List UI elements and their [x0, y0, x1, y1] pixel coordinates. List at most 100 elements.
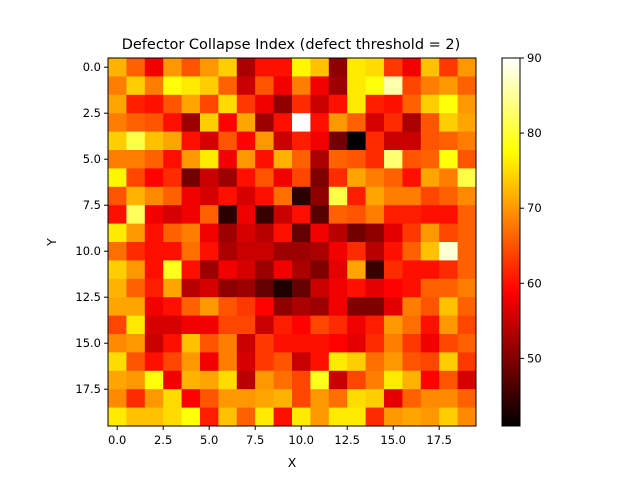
heatmap-cell: [292, 131, 311, 151]
heatmap-cell: [328, 334, 348, 353]
heatmap-cell: [255, 205, 274, 224]
heatmap-cell: [420, 150, 440, 169]
heatmap-cell: [255, 352, 274, 372]
heatmap-cell: [384, 223, 403, 243]
heatmap-cell: [200, 334, 219, 353]
heatmap-cell: [420, 94, 440, 114]
heatmap-cell: [181, 94, 201, 114]
heatmap-cell: [457, 113, 477, 132]
heatmap-cell: [365, 278, 385, 298]
heatmap-cell: [273, 223, 293, 243]
heatmap-cell: [384, 407, 403, 427]
heatmap-cell: [347, 186, 366, 206]
heatmap-cell: [402, 223, 422, 243]
heatmap-cell: [218, 223, 238, 243]
heatmap-cell: [236, 334, 256, 353]
heatmap-cell: [108, 315, 127, 335]
heatmap-cell: [328, 297, 348, 316]
heatmap-cell: [420, 168, 440, 188]
heatmap-cell: [439, 389, 458, 408]
heatmap-cell: [200, 168, 219, 188]
heatmap-cell: [328, 389, 348, 408]
heatmap-cell: [402, 131, 422, 151]
heatmap-cell: [439, 58, 458, 77]
heatmap-cell: [108, 94, 127, 114]
heatmap-cell: [163, 334, 182, 353]
heatmap-cell: [328, 186, 348, 206]
heatmap-cell: [347, 150, 366, 169]
heatmap-cell: [402, 389, 422, 408]
heatmap-cell: [236, 150, 256, 169]
heatmap-cell: [328, 94, 348, 114]
heatmap-cell: [457, 370, 477, 390]
heatmap-cell: [236, 352, 256, 372]
heatmap-cell: [218, 407, 238, 427]
heatmap-cell: [200, 113, 219, 132]
heatmap-cell: [292, 76, 311, 96]
heatmap-cell: [163, 131, 182, 151]
heatmap-cell: [420, 278, 440, 298]
heatmap-cell: [384, 278, 403, 298]
heatmap-cell: [144, 242, 164, 261]
heatmap-cell: [310, 297, 330, 316]
heatmap-cell: [218, 370, 238, 390]
heatmap-cell: [255, 76, 274, 96]
heatmap-cell: [144, 297, 164, 316]
heatmap-cell: [420, 186, 440, 206]
heatmap-cell: [273, 242, 293, 261]
heatmap-cell: [365, 186, 385, 206]
heatmap-cell: [310, 186, 330, 206]
heatmap-cell: [439, 278, 458, 298]
x-tick-label: 5.0: [200, 433, 218, 447]
heatmap-cell: [328, 242, 348, 261]
heatmap-cell: [218, 297, 238, 316]
heatmap-cell: [402, 297, 422, 316]
heatmap-cell: [126, 407, 146, 427]
heatmap-cell: [273, 150, 293, 169]
heatmap-cell: [310, 407, 330, 427]
heatmap-cell: [255, 58, 274, 77]
heatmap-cell: [200, 389, 219, 408]
heatmap-cell: [163, 76, 182, 96]
heatmap-cell: [144, 370, 164, 390]
heatmap-cell: [402, 150, 422, 169]
heatmap-cell: [347, 242, 366, 261]
heatmap-cell: [365, 389, 385, 408]
heatmap-cell: [163, 205, 182, 224]
heatmap-cell: [236, 407, 256, 427]
colorbar-ticks: 50 60 70 80 90: [520, 51, 542, 365]
heatmap-cell: [439, 113, 458, 132]
heatmap-cell: [181, 315, 201, 335]
heatmap-cell: [292, 186, 311, 206]
heatmap-cell: [144, 352, 164, 372]
heatmap-cell: [384, 297, 403, 316]
heatmap-cell: [439, 260, 458, 280]
heatmap-cell: [292, 113, 311, 132]
heatmap-cell: [144, 186, 164, 206]
x-tick-label: 12.5: [334, 433, 360, 447]
heatmap-cell: [126, 186, 146, 206]
heatmap-cell: [273, 113, 293, 132]
heatmap-cell: [292, 297, 311, 316]
heatmap-cell: [328, 113, 348, 132]
heatmap-cell: [236, 297, 256, 316]
heatmap-cell: [292, 205, 311, 224]
heatmap-cell: [420, 352, 440, 372]
heatmap-cell: [347, 334, 366, 353]
heatmap-cell: [347, 370, 366, 390]
heatmap-cell: [273, 131, 293, 151]
heatmap-cell: [420, 315, 440, 335]
heatmap-cell: [273, 278, 293, 298]
heatmap-cell: [255, 370, 274, 390]
colorbar-tick-label: 60: [527, 276, 542, 290]
heatmap-cell: [218, 334, 238, 353]
x-tick-label: 2.5: [154, 433, 172, 447]
heatmap-cell: [108, 297, 127, 316]
heatmap-cell: [310, 315, 330, 335]
heatmap-cell: [163, 407, 182, 427]
heatmap-cell: [292, 58, 311, 77]
heatmap-cell: [328, 168, 348, 188]
heatmap-cell: [200, 315, 219, 335]
heatmap-cell: [365, 94, 385, 114]
heatmap-cell: [439, 131, 458, 151]
